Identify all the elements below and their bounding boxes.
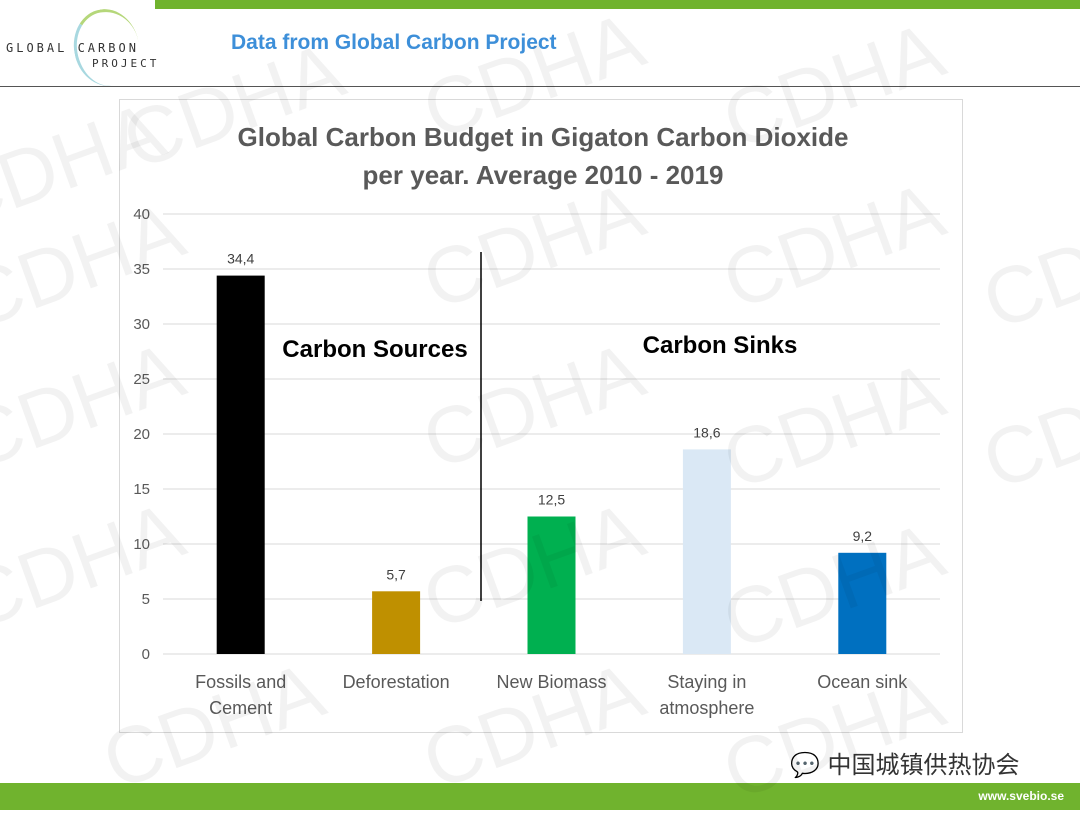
chart-title: Global Carbon Budget in Gigaton Carbon D… <box>238 122 849 152</box>
annotation-carbon-sources: Carbon Sources <box>282 336 467 363</box>
data-label: 18,6 <box>693 424 720 440</box>
global-carbon-project-logo: GLOBAL CARBON PROJECT <box>6 3 160 92</box>
x-tick-label: New Biomass <box>496 672 606 692</box>
bar-3 <box>682 449 731 654</box>
data-label: 9,2 <box>853 528 873 544</box>
annotation-carbon-sinks: Carbon Sinks <box>643 332 798 359</box>
data-label: 12,5 <box>538 492 565 508</box>
y-tick-label: 20 <box>133 426 150 443</box>
y-tick-label: 35 <box>133 261 150 278</box>
logo-text: GLOBAL CARBON <box>6 41 139 55</box>
wechat-watermark: 💬 中国城镇供热协会 <box>790 745 1020 780</box>
x-tick-label: Cement <box>209 698 272 718</box>
y-tick-label: 0 <box>142 646 150 663</box>
divider <box>0 86 1080 87</box>
bar-0 <box>216 275 265 654</box>
wechat-icon: 💬 <box>790 751 820 779</box>
x-tick-label: Ocean sink <box>817 672 908 692</box>
x-tick-label: Deforestation <box>343 672 450 692</box>
x-tick-label: Staying in <box>667 672 746 692</box>
top-accent-bar <box>155 0 1080 9</box>
y-tick-label: 10 <box>133 536 150 553</box>
x-tick-label: Fossils and <box>195 672 286 692</box>
data-label: 34,4 <box>227 251 254 267</box>
y-tick-label: 40 <box>133 206 150 223</box>
chart-subtitle: per year. Average 2010 - 2019 <box>363 160 724 190</box>
bar-4 <box>838 552 887 654</box>
footer-url[interactable]: www.svebio.se <box>978 789 1064 803</box>
x-tick-label: atmosphere <box>659 698 754 718</box>
y-tick-label: 15 <box>133 481 150 498</box>
bottom-accent-bar <box>0 783 1080 810</box>
chart-frame <box>119 99 963 733</box>
y-tick-label: 30 <box>133 316 150 333</box>
wechat-label: 中国城镇供热协会 <box>827 751 1020 779</box>
logo-text-sub: PROJECT <box>92 57 160 70</box>
y-tick-label: 5 <box>142 591 150 608</box>
slide-heading: Data from Global Carbon Project <box>231 31 557 54</box>
data-label: 5,7 <box>386 566 406 582</box>
bar-1 <box>372 591 421 654</box>
bar-2 <box>527 516 576 654</box>
y-tick-label: 25 <box>133 371 150 388</box>
